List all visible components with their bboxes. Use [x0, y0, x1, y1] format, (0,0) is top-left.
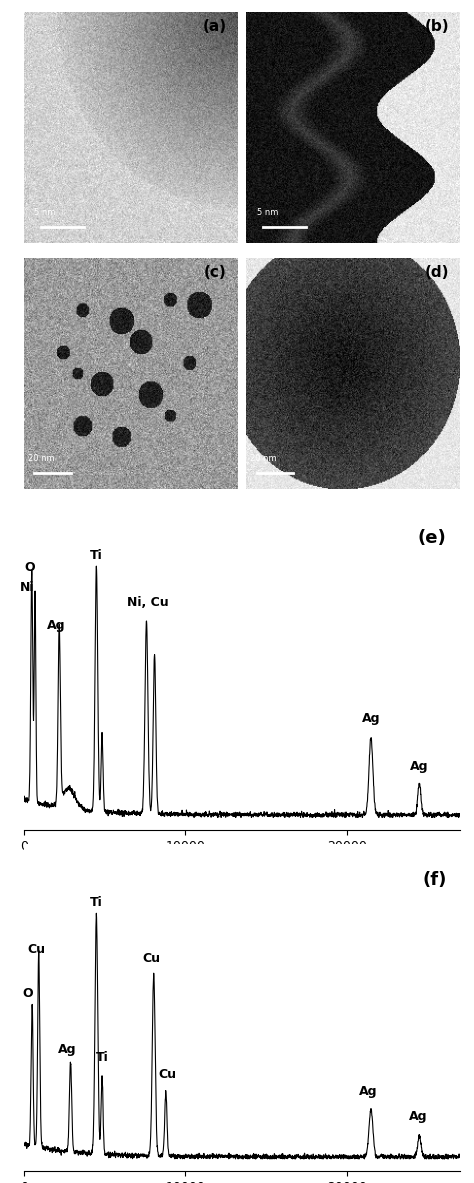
Text: Ag: Ag [409, 1110, 427, 1123]
Text: Cu: Cu [27, 943, 46, 956]
Text: 20 nm: 20 nm [28, 454, 55, 463]
Text: Ni: Ni [20, 581, 34, 594]
Text: O: O [22, 987, 33, 1000]
Text: (c): (c) [204, 265, 227, 279]
Text: Ag: Ag [358, 1085, 377, 1098]
Text: Ag: Ag [410, 759, 428, 772]
Text: 20 nm: 20 nm [250, 454, 277, 463]
X-axis label: Energy (keV): Energy (keV) [186, 859, 297, 873]
Text: 5 nm: 5 nm [257, 208, 278, 218]
Text: Cu: Cu [158, 1068, 176, 1081]
Text: Ag: Ag [58, 1043, 77, 1056]
Text: Cu: Cu [142, 952, 160, 965]
Text: O: O [24, 561, 35, 574]
Text: (b): (b) [424, 19, 449, 34]
Text: Ti: Ti [90, 549, 103, 562]
Text: (d): (d) [425, 265, 449, 279]
Text: Ti: Ti [96, 1051, 109, 1064]
Text: Ag: Ag [47, 619, 65, 632]
Text: Ni, Cu: Ni, Cu [127, 596, 169, 609]
Text: (e): (e) [418, 530, 447, 548]
Text: Ti: Ti [90, 896, 103, 909]
Text: (a): (a) [203, 19, 227, 34]
Text: 5 nm: 5 nm [35, 208, 56, 218]
Text: (f): (f) [422, 871, 447, 888]
Text: Ag: Ag [362, 712, 380, 725]
